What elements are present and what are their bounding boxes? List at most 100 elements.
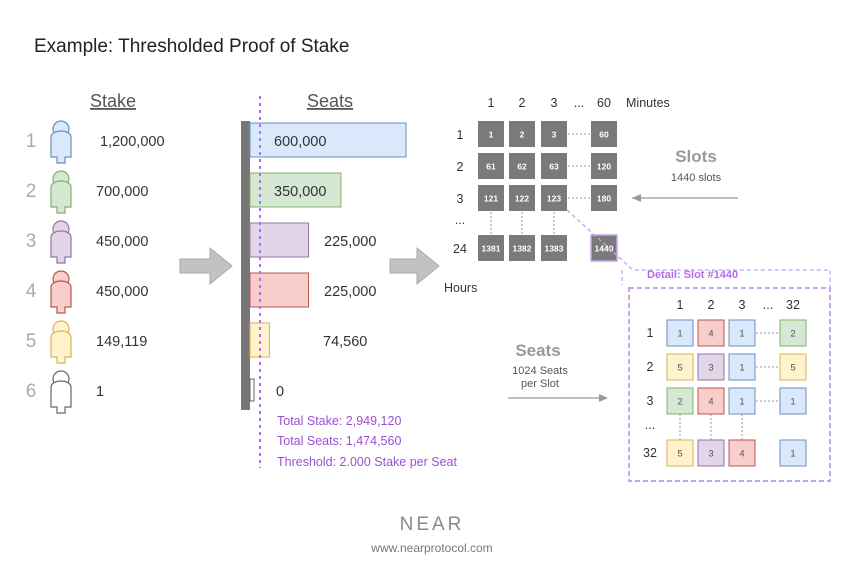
- svg-text:5: 5: [790, 363, 795, 374]
- detail-cell: 1: [728, 353, 756, 381]
- svg-text:5: 5: [677, 449, 682, 460]
- stake-amount: 1: [96, 384, 104, 400]
- slot-cell: 62: [509, 153, 535, 179]
- arrow-seats-to-slots: [389, 246, 440, 286]
- slot-cell: 63: [541, 153, 567, 179]
- detail-grid: 1 2 3... 32 1 2 3... 32 1 4 1 2 5 3 1 5 2 4 1 1 5 3 4 1: [643, 298, 807, 467]
- detail-frame: [628, 287, 831, 482]
- detail-cell: 2: [779, 319, 807, 347]
- person-icon: [50, 120, 72, 164]
- svg-text:2: 2: [790, 329, 795, 340]
- detail-cell: 1: [728, 319, 756, 347]
- detail-cell: 5: [779, 353, 807, 381]
- stake-header: Stake: [90, 91, 136, 111]
- slot-col-unit: Minutes: [626, 96, 670, 110]
- detail-cell: 1: [666, 319, 694, 347]
- detail-cell: 4: [728, 439, 756, 467]
- svg-text:1382: 1382: [513, 244, 532, 254]
- svg-text:60: 60: [599, 130, 609, 140]
- seat-value: 350,000: [274, 184, 326, 200]
- seat-value: 74,560: [323, 334, 367, 350]
- person-icon: [50, 270, 72, 314]
- slot-cell: 1382: [509, 235, 535, 261]
- slot-col-header: 2: [519, 96, 526, 110]
- slot-cell: 120: [591, 153, 617, 179]
- svg-text:121: 121: [484, 194, 498, 204]
- detail-col-header: ...: [763, 298, 773, 312]
- threshold-label: Threshold: 2.000 Stake per Seat: [277, 455, 458, 469]
- stake-index: 4: [26, 281, 37, 302]
- slots-title: Slots: [675, 147, 717, 166]
- svg-text:4: 4: [739, 449, 744, 460]
- detail-cell: 5: [666, 439, 694, 467]
- seats-note-line1: 1024 Seats: [512, 365, 568, 377]
- svg-text:1440: 1440: [595, 244, 614, 254]
- slot-cell: 1: [478, 121, 504, 147]
- person-icon: [50, 170, 72, 214]
- stake-rows: 1 1,200,000 2 700,000 3 450,000 4 450,000 5 149,1…: [26, 120, 165, 414]
- stake-index: 5: [26, 331, 37, 352]
- seat-bar: [249, 272, 309, 308]
- svg-text:4: 4: [708, 329, 713, 340]
- detail-col-header: 32: [786, 298, 800, 312]
- svg-text:1: 1: [739, 363, 744, 374]
- seats-axis-bar: [241, 121, 250, 410]
- seat-bar: [249, 172, 342, 208]
- detail-col-header: 1: [677, 298, 684, 312]
- detail-cell: 1: [779, 387, 807, 415]
- svg-text:3: 3: [708, 363, 713, 374]
- slots-subtitle: 1440 slots: [671, 172, 722, 184]
- person-icon: [50, 370, 72, 414]
- svg-text:1381: 1381: [482, 244, 501, 254]
- slot-cell: 123: [541, 185, 567, 211]
- slots-arrow-head: [632, 194, 641, 202]
- person-icon: [50, 220, 72, 264]
- slot-cell: 122: [509, 185, 535, 211]
- detail-cell: 1: [779, 439, 807, 467]
- slot-row-header: 2: [457, 160, 464, 174]
- stake-amount: 149,119: [96, 334, 147, 350]
- stake-index: 2: [26, 181, 37, 202]
- svg-text:2: 2: [677, 397, 682, 408]
- svg-text:1: 1: [739, 329, 744, 340]
- svg-text:3: 3: [552, 130, 557, 140]
- slot-cell: 2: [509, 121, 535, 147]
- seat-value: 0: [276, 384, 284, 400]
- stake-index: 6: [26, 381, 37, 402]
- near-logo: NEAR: [400, 514, 465, 535]
- detail-cell: 3: [697, 353, 725, 381]
- arrow-stake-to-seats: [179, 246, 233, 286]
- detail-cell: 1: [728, 387, 756, 415]
- detail-row-header: 1: [647, 326, 654, 340]
- svg-text:120: 120: [597, 162, 611, 172]
- slot-row-header: 1: [457, 128, 464, 142]
- slot-cell: 1383: [541, 235, 567, 261]
- total-seats-label: Total Seats: 1,474,560: [277, 434, 401, 448]
- svg-text:1: 1: [739, 397, 744, 408]
- detail-cell: 4: [697, 387, 725, 415]
- detail-callout-line: [566, 209, 831, 290]
- seats-note-title: Seats: [515, 341, 560, 360]
- detail-cell: 2: [666, 387, 694, 415]
- detail-row-header: 3: [647, 394, 654, 408]
- svg-text:180: 180: [597, 194, 611, 204]
- footer-url: www.nearprotocol.com: [370, 541, 492, 555]
- slot-cell: 61: [478, 153, 504, 179]
- detail-cell: 3: [697, 439, 725, 467]
- slot-cell: 121: [478, 185, 504, 211]
- slot-col-header: 3: [551, 96, 558, 110]
- svg-text:1: 1: [677, 329, 682, 340]
- detail-title: Detail: Slot #1440: [647, 269, 738, 281]
- slot-cell: 180: [591, 185, 617, 211]
- slot-cell: 1440: [590, 234, 618, 262]
- seat-bar: [249, 378, 255, 402]
- slot-col-header: 1: [488, 96, 495, 110]
- seat-value: 225,000: [324, 234, 376, 250]
- detail-cell: 4: [697, 319, 725, 347]
- svg-text:122: 122: [515, 194, 529, 204]
- detail-col-header: 2: [708, 298, 715, 312]
- svg-text:1: 1: [790, 449, 795, 460]
- slot-row-header: 24: [453, 242, 467, 256]
- person-icon: [50, 320, 72, 364]
